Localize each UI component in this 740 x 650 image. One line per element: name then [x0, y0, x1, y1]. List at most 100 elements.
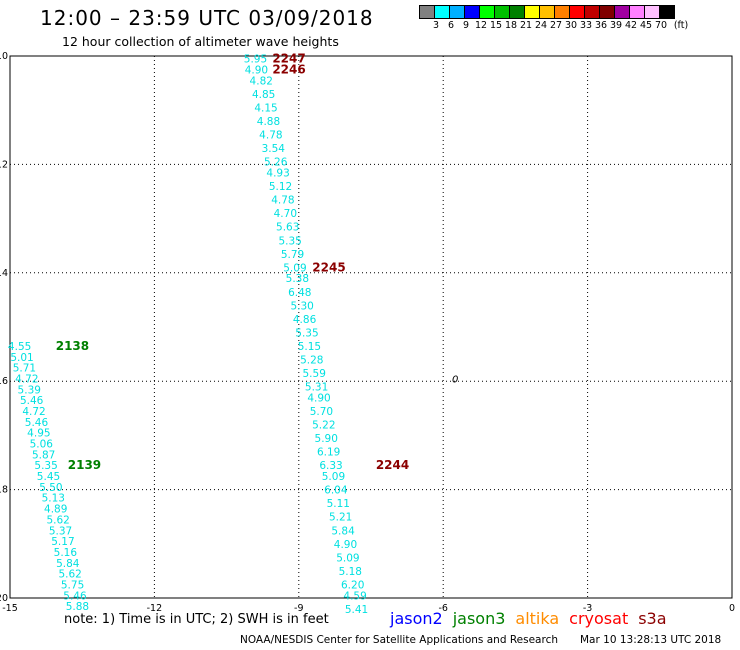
- pass-time-label: 2139: [68, 458, 101, 472]
- swh-value-label: 5.16: [54, 547, 78, 559]
- swh-value-label: 5.35: [295, 327, 318, 339]
- swh-value-label: 4.15: [254, 102, 277, 114]
- legend-tick-label: 15: [489, 20, 503, 31]
- timestamp: Mar 10 13:28:13 UTC 2018: [580, 634, 722, 646]
- swh-value-label: 5.79: [281, 249, 304, 261]
- swh-value-label: 5.09: [322, 471, 345, 483]
- swh-value-label: 5.46: [20, 395, 44, 407]
- legend-tick-label: 45: [639, 20, 653, 31]
- y-tick-label: -16: [0, 376, 8, 387]
- satellite-name-s3a: s3a: [638, 609, 667, 628]
- swh-value-label: 5.38: [286, 273, 309, 285]
- swh-value-label: 5.35: [278, 235, 301, 247]
- swh-value-label: 4.90: [307, 392, 330, 404]
- swh-value-label: 4.82: [250, 75, 273, 87]
- x-tick-label: -12: [147, 603, 163, 614]
- legend-tick-label: 39: [609, 20, 623, 31]
- swh-value-label: 5.62: [58, 569, 81, 581]
- swh-value-label: 5.63: [276, 222, 299, 234]
- swh-value-label: 5.95: [244, 54, 267, 66]
- y-tick-label: -20: [0, 593, 8, 604]
- swh-value-label: 5.84: [331, 525, 355, 537]
- swh-value-label: 5.88: [66, 601, 89, 613]
- swh-value-label: 4.95: [27, 428, 50, 440]
- swh-value-label: 6.48: [288, 287, 311, 299]
- page-title: 12:00 – 23:59 UTC 03/09/2018: [40, 6, 374, 30]
- swh-value-label: 4.90: [245, 65, 268, 77]
- satellite-name-jason2: jason2: [390, 609, 443, 628]
- legend-tick-label: 21: [519, 20, 533, 31]
- legend-tick-label: 24: [534, 20, 548, 31]
- pass-time-label: 2138: [56, 339, 89, 353]
- x-tick-label: -9: [294, 603, 303, 614]
- swh-value-label: 3.54: [262, 143, 286, 155]
- legend-ticks: 3 6 9 12 15 18 21 24 27 30 33 36 39 42 45 70 (ft): [420, 19, 740, 33]
- swh-value-label: 5.70: [310, 406, 333, 418]
- swh-value-label: 5.90: [315, 433, 338, 445]
- swh-value-label: 4.88: [257, 116, 280, 128]
- swh-value-label: 4.70: [274, 208, 297, 220]
- pass-time-label: 2246: [272, 63, 305, 77]
- swh-value-label: 6.04: [324, 485, 348, 497]
- legend-unit: (ft): [673, 20, 689, 31]
- swh-value-label: 6.33: [319, 460, 342, 472]
- swh-value-label: 5.84: [56, 558, 80, 570]
- swh-value-label: 5.06: [30, 439, 54, 451]
- footer-note: note: 1) Time is in UTC; 2) SWH is in fe…: [64, 612, 329, 627]
- swh-value-label: 5.09: [283, 262, 306, 274]
- y-tick-label: -18: [0, 485, 8, 496]
- satellite-name-altika: altika: [515, 609, 560, 628]
- legend-tick-label: 18: [504, 20, 518, 31]
- pass-time-label: 2247: [272, 52, 305, 66]
- swh-value-label: 4.89: [44, 504, 67, 516]
- legend-tick-label: 33: [579, 20, 593, 31]
- legend-tick-label: 9: [462, 20, 470, 31]
- swh-value-label: 5.31: [305, 382, 328, 394]
- swh-value-label: 5.22: [312, 420, 335, 432]
- swh-value-label: 5.15: [298, 341, 321, 353]
- swh-value-label: 5.41: [345, 604, 368, 616]
- swh-value-label: 4.72: [22, 406, 45, 418]
- swh-value-label: 5.45: [37, 471, 60, 483]
- swh-value-label: 4.86: [293, 314, 317, 326]
- swh-value-label: 4.72: [15, 373, 38, 385]
- swh-value-label: 5.39: [18, 384, 41, 396]
- swh-value-label: 5.12: [269, 181, 292, 193]
- legend-swatch: [659, 5, 675, 19]
- swh-value-label: 5.01: [10, 352, 33, 364]
- swh-value-label: 5.17: [51, 536, 74, 548]
- x-tick-label: -15: [2, 603, 18, 614]
- swh-value-label: 5.21: [329, 512, 352, 524]
- legend-tick-label: 6: [447, 20, 455, 31]
- swh-value-label: 5.11: [327, 498, 350, 510]
- swh-value-label: 5.50: [39, 482, 62, 494]
- legend-tick-label: 42: [624, 20, 638, 31]
- swh-value-label: 5.62: [46, 514, 69, 526]
- swh-value-label: 4.85: [252, 89, 275, 101]
- y-tick-label: -10: [0, 51, 8, 62]
- swh-value-label: 5.13: [42, 493, 65, 505]
- swh-value-label: 5.75: [61, 579, 84, 591]
- swh-value-label: 5.46: [63, 590, 87, 602]
- swh-value-label: 5.30: [290, 300, 313, 312]
- swh-value-label: 5.46: [25, 417, 49, 429]
- swh-value-label: 5.28: [300, 355, 323, 367]
- swh-value-label: 5.18: [339, 566, 362, 578]
- x-tick-label: 0: [729, 603, 735, 614]
- satellite-legend: jason2 jason3 altika cryosat s3a: [390, 609, 677, 628]
- swh-value-label: 5.09: [336, 552, 359, 564]
- pass-time-label: 2245: [312, 260, 345, 274]
- swh-value-label: 4.93: [266, 168, 289, 180]
- swh-value-label: 6.19: [317, 447, 340, 459]
- legend-tick-label: 12: [474, 20, 488, 31]
- satellite-name-jason3: jason3: [452, 609, 506, 628]
- swh-value-label: 5.59: [303, 368, 326, 380]
- swh-value-label: 5.87: [32, 449, 55, 461]
- color-scale-legend: 3 6 9 12 15 18 21 24 27 30 33 36 39 42 45 70 (ft): [419, 5, 740, 33]
- x-tick-label: -3: [583, 603, 592, 614]
- swh-value-label: 4.55: [8, 341, 31, 353]
- swh-value-label: 4.90: [334, 539, 357, 551]
- swh-value-label: 5.35: [34, 460, 57, 472]
- credit-line: NOAA/NESDIS Center for Satellite Applica…: [240, 634, 558, 646]
